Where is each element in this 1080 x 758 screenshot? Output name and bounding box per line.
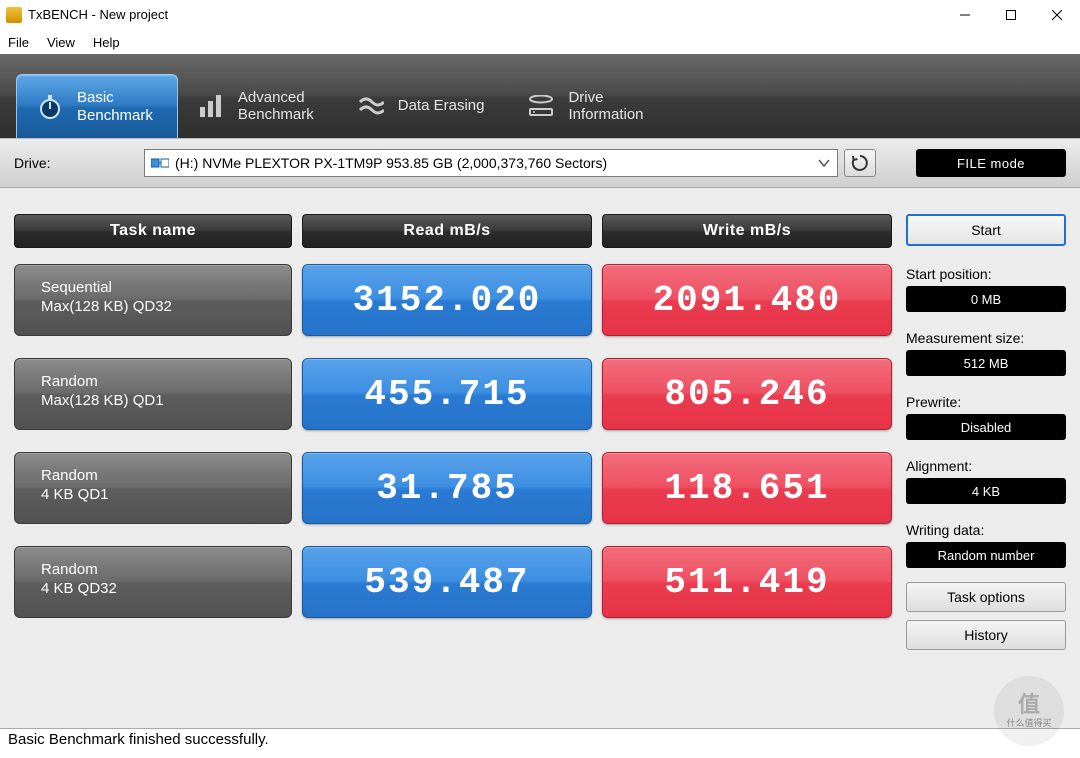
task-options-button[interactable]: Task options [906,582,1066,612]
minimize-button[interactable] [942,0,988,30]
refresh-icon [851,154,869,172]
close-button[interactable] [1034,0,1080,30]
start-position-label: Start position: [906,266,1066,282]
prewrite-label: Prewrite: [906,394,1066,410]
status-text: Basic Benchmark finished successfully. [8,731,269,748]
writing-data-label: Writing data: [906,522,1066,538]
tab-label: Drive [568,89,643,106]
tab-basic-benchmark[interactable]: BasicBenchmark [16,74,178,138]
tab-drive-information[interactable]: DriveInformation [508,74,667,138]
watermark-char: 值 [1018,694,1040,716]
tab-label: Data Erasing [398,97,485,114]
bars-icon [196,91,226,121]
result-row: SequentialMax(128 KB) QD32 3152.020 2091… [14,264,892,336]
file-mode-button[interactable]: FILE mode [916,149,1066,177]
window-controls [942,0,1080,30]
chevron-down-icon [817,156,831,170]
drive-device-icon [151,156,169,170]
watermark: 值 什么值得买 [994,676,1064,746]
drive-icon [526,91,556,121]
task-cell[interactable]: Random4 KB QD1 [14,452,292,524]
menu-help[interactable]: Help [93,35,120,50]
drive-bar: Drive: (H:) NVMe PLEXTOR PX-1TM9P 953.85… [0,138,1080,188]
tab-label: Benchmark [238,106,314,123]
alignment-value[interactable]: 4 KB [906,478,1066,504]
maximize-button[interactable] [988,0,1034,30]
stopwatch-icon [35,92,65,122]
drive-selected-text: (H:) NVMe PLEXTOR PX-1TM9P 953.85 GB (2,… [175,155,607,171]
content-area: Task name Read mB/s Write mB/s Sequentia… [0,188,1080,728]
tab-label: Basic [77,89,153,106]
window-title: TxBENCH - New project [28,7,168,22]
read-value: 539.487 [302,546,592,618]
results-table: Task name Read mB/s Write mB/s Sequentia… [14,214,892,728]
measurement-size-label: Measurement size: [906,330,1066,346]
result-row: Random4 KB QD1 31.785 118.651 [14,452,892,524]
task-cell[interactable]: Random4 KB QD32 [14,546,292,618]
refresh-button[interactable] [844,149,876,177]
alignment-label: Alignment: [906,458,1066,474]
tab-advanced-benchmark[interactable]: AdvancedBenchmark [178,74,338,138]
tab-label: Advanced [238,89,314,106]
write-value: 511.419 [602,546,892,618]
header-read: Read mB/s [302,214,592,248]
read-value: 31.785 [302,452,592,524]
menu-file[interactable]: File [8,35,29,50]
history-button[interactable]: History [906,620,1066,650]
menubar: File View Help [0,30,1080,54]
measurement-size-value[interactable]: 512 MB [906,350,1066,376]
tabstrip: BasicBenchmark AdvancedBenchmark Data Er… [0,54,1080,138]
header-task: Task name [14,214,292,248]
read-value: 455.715 [302,358,592,430]
result-row: RandomMax(128 KB) QD1 455.715 805.246 [14,358,892,430]
write-value: 2091.480 [602,264,892,336]
writing-data-value[interactable]: Random number [906,542,1066,568]
erase-icon [356,91,386,121]
write-value: 805.246 [602,358,892,430]
tab-data-erasing[interactable]: Data Erasing [338,74,509,138]
tab-label: Information [568,106,643,123]
results-header: Task name Read mB/s Write mB/s [14,214,892,248]
task-cell[interactable]: RandomMax(128 KB) QD1 [14,358,292,430]
task-cell[interactable]: SequentialMax(128 KB) QD32 [14,264,292,336]
menu-view[interactable]: View [47,35,75,50]
write-value: 118.651 [602,452,892,524]
app-icon [6,7,22,23]
titlebar: TxBENCH - New project [0,0,1080,30]
start-position-value[interactable]: 0 MB [906,286,1066,312]
prewrite-value[interactable]: Disabled [906,414,1066,440]
sidebar: Start Start position: 0 MB Measurement s… [906,214,1066,728]
read-value: 3152.020 [302,264,592,336]
header-write: Write mB/s [602,214,892,248]
result-row: Random4 KB QD32 539.487 511.419 [14,546,892,618]
watermark-text: 什么值得买 [1006,716,1051,729]
drive-select[interactable]: (H:) NVMe PLEXTOR PX-1TM9P 953.85 GB (2,… [144,149,838,177]
drive-label: Drive: [14,155,144,171]
status-bar: Basic Benchmark finished successfully. [0,728,1080,754]
start-button[interactable]: Start [906,214,1066,246]
tab-label: Benchmark [77,107,153,124]
